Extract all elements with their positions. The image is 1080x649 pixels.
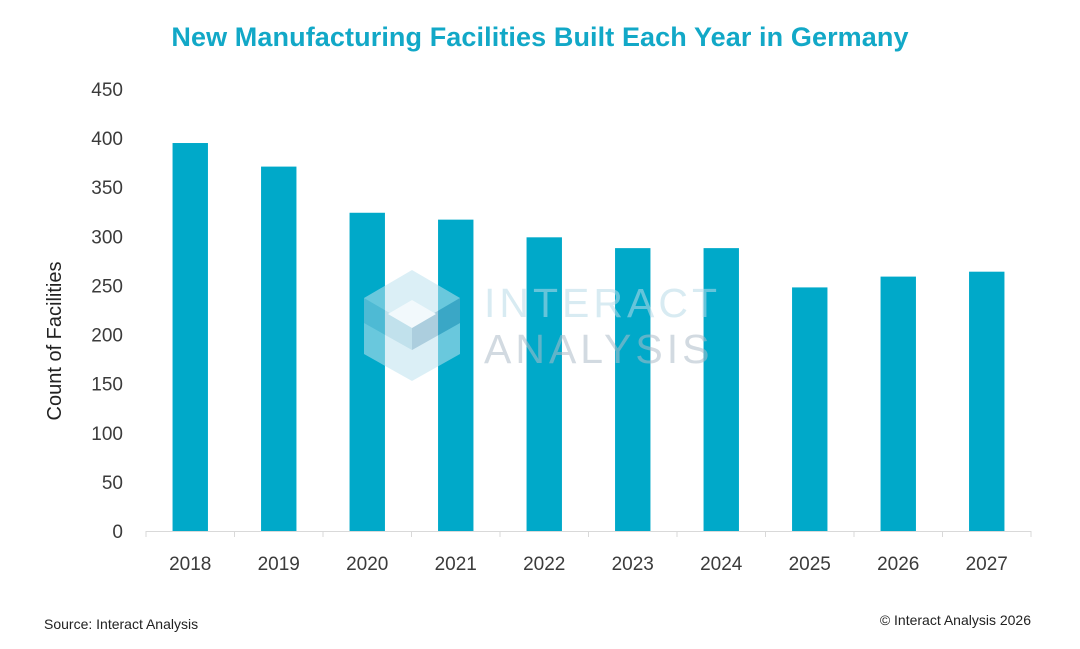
bar-2025: [792, 287, 828, 531]
bar-2021: [438, 219, 474, 531]
source-note: Source: Interact Analysis: [44, 616, 199, 632]
y-tick-label: 200: [91, 326, 123, 347]
y-tick-label: 150: [91, 375, 123, 396]
bar-2019: [261, 166, 297, 531]
y-axis-ticks: 0 50 100 150 200 250 300 350 400 450: [91, 80, 123, 543]
x-tick-label: 2021: [435, 554, 477, 575]
x-tick-label: 2024: [700, 554, 743, 575]
x-tick-label: 2019: [258, 554, 300, 575]
y-tick-label: 350: [91, 178, 123, 199]
y-axis-title: Count of Facilities: [44, 262, 66, 421]
x-axis-labels: 2018 2019 2020 2021 2022 2023 2024 2025 2026 2027: [169, 554, 1008, 575]
bar-chart: 0 50 100 150 200 250 300 350 400 450 2018 2019 2020…: [44, 80, 1032, 575]
x-tick-label: 2020: [346, 554, 388, 575]
x-axis-ticks: [145, 531, 1032, 537]
bar-2018: [172, 143, 208, 531]
bar-2027: [969, 271, 1005, 531]
y-tick-label: 400: [91, 129, 123, 150]
bar-2026: [880, 276, 916, 531]
bar-2024: [703, 248, 739, 531]
copyright-note: © Interact Analysis 2026: [879, 612, 1031, 628]
x-tick-label: 2026: [877, 554, 919, 575]
bar-2023: [615, 248, 651, 531]
x-tick-label: 2027: [966, 554, 1008, 575]
x-tick-label: 2022: [523, 554, 565, 575]
x-tick-label: 2025: [789, 554, 831, 575]
chart-title: New Manufacturing Facilities Built Each …: [171, 22, 909, 52]
bar-2020: [349, 212, 385, 531]
y-tick-label: 50: [102, 473, 123, 494]
bars: [172, 143, 1005, 531]
y-tick-label: 450: [91, 80, 123, 101]
x-tick-label: 2018: [169, 554, 211, 575]
y-tick-label: 300: [91, 227, 123, 248]
bar-2022: [526, 237, 562, 531]
y-tick-label: 250: [91, 276, 123, 297]
y-tick-label: 100: [91, 424, 123, 445]
x-tick-label: 2023: [612, 554, 654, 575]
y-tick-label: 0: [112, 522, 123, 543]
